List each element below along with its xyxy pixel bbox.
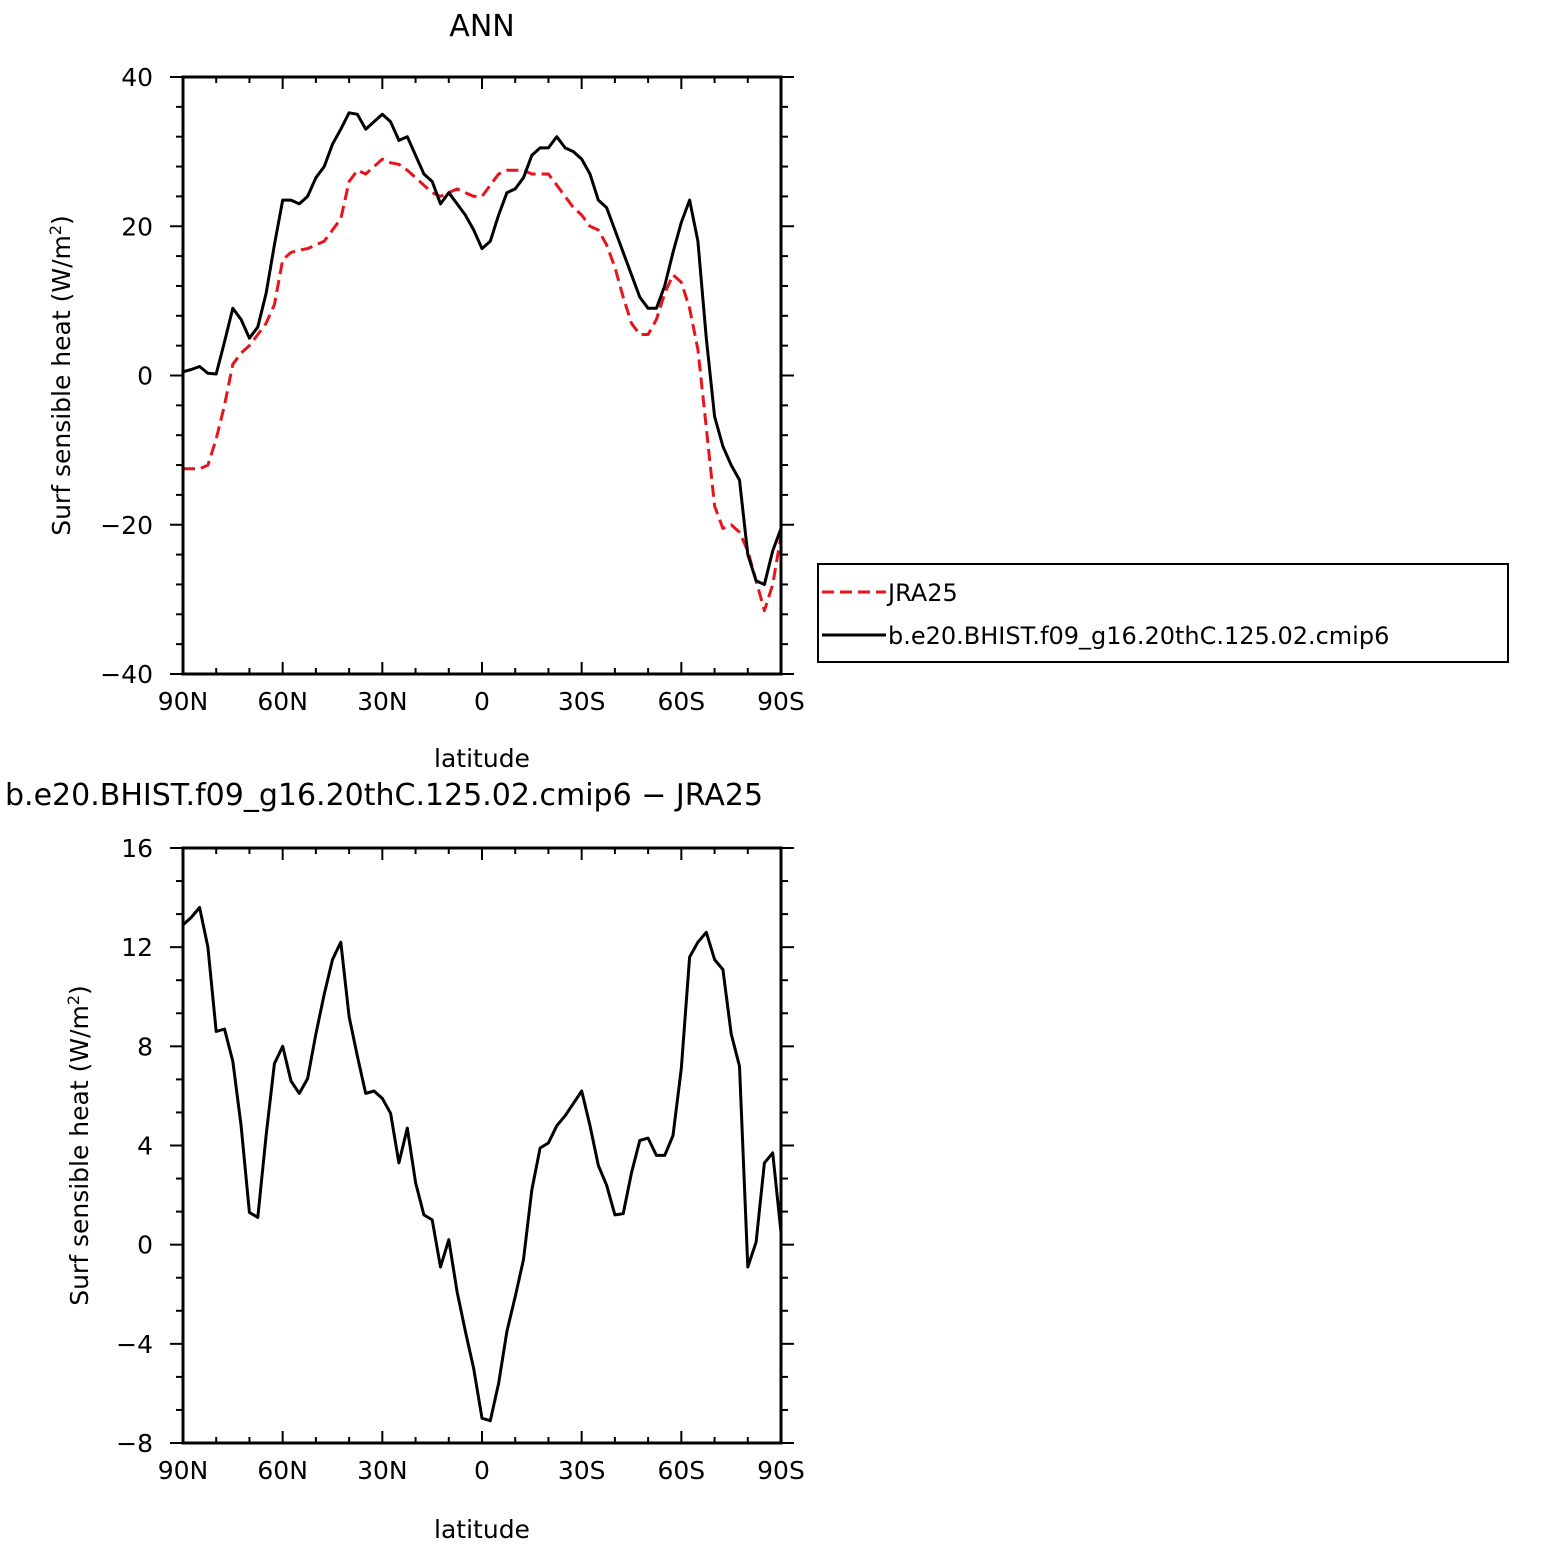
bottom-panel: b.e20.BHIST.f09_g16.20thC.125.02.cmip6 −… bbox=[5, 778, 805, 1544]
legend-entry-model: b.e20.BHIST.f09_g16.20thC.125.02.cmip6 bbox=[888, 622, 1389, 650]
y-tick-label: −8 bbox=[116, 1429, 153, 1458]
x-tick-label: 30N bbox=[357, 1456, 408, 1485]
legend-box bbox=[817, 563, 1509, 663]
x-tick-label: 90N bbox=[158, 687, 209, 716]
x-tick-label: 0 bbox=[474, 1456, 490, 1485]
top-panel: ANN 90N 60N 30N 0 30S 60S 90S −40 −20 0 20 40 latit… bbox=[46, 9, 805, 773]
y-tick-label: 8 bbox=[137, 1032, 153, 1061]
x-tick-label: 30S bbox=[558, 687, 606, 716]
bottom-x-axis-label: latitude bbox=[434, 1515, 530, 1544]
x-tick-label: 90S bbox=[757, 1456, 805, 1485]
y-tick-label: 16 bbox=[121, 834, 153, 863]
x-tick-label: 0 bbox=[474, 687, 490, 716]
y-tick-label: 40 bbox=[121, 63, 153, 92]
legend-entry-jra25: JRA25 bbox=[886, 579, 958, 607]
series-line-b-e20-bhist-f09-g16-20thc-125-02-cmip6 bbox=[182, 111, 783, 586]
x-tick-label: 60N bbox=[257, 687, 308, 716]
x-tick-label: 60S bbox=[657, 1456, 705, 1485]
y-tick-label: 20 bbox=[121, 212, 153, 241]
top-x-axis-label: latitude bbox=[434, 744, 530, 773]
bottom-plot-frame bbox=[181, 846, 783, 1445]
top-plot-frame bbox=[181, 75, 783, 676]
x-tick-label: 60S bbox=[657, 687, 705, 716]
x-tick-label: 90S bbox=[757, 687, 805, 716]
y-tick-label: −20 bbox=[100, 511, 153, 540]
top-chart-title: ANN bbox=[449, 9, 514, 44]
top-y-axis-label: Surf sensible heat (W/m2) bbox=[46, 215, 77, 536]
y-tick-label: 0 bbox=[137, 1231, 153, 1260]
y-tick-label: 4 bbox=[137, 1132, 153, 1161]
y-tick-label: 0 bbox=[137, 362, 153, 391]
bottom-chart-title: b.e20.BHIST.f09_g16.20thC.125.02.cmip6 −… bbox=[5, 778, 763, 813]
bottom-y-axis-label: Surf sensible heat (W/m2) bbox=[64, 985, 95, 1306]
series-line-difference bbox=[181, 906, 783, 1423]
y-tick-label: −40 bbox=[100, 660, 153, 689]
series-line-jra25 bbox=[183, 157, 783, 613]
x-tick-label: 90N bbox=[158, 1456, 209, 1485]
x-tick-label: 30S bbox=[558, 1456, 606, 1485]
y-tick-label: 12 bbox=[121, 933, 153, 962]
y-tick-label: −4 bbox=[116, 1330, 153, 1359]
x-tick-label: 60N bbox=[257, 1456, 308, 1485]
legend: JRA25 b.e20.BHIST.f09_g16.20thC.125.02.c… bbox=[817, 563, 1509, 663]
x-tick-label: 30N bbox=[357, 687, 408, 716]
